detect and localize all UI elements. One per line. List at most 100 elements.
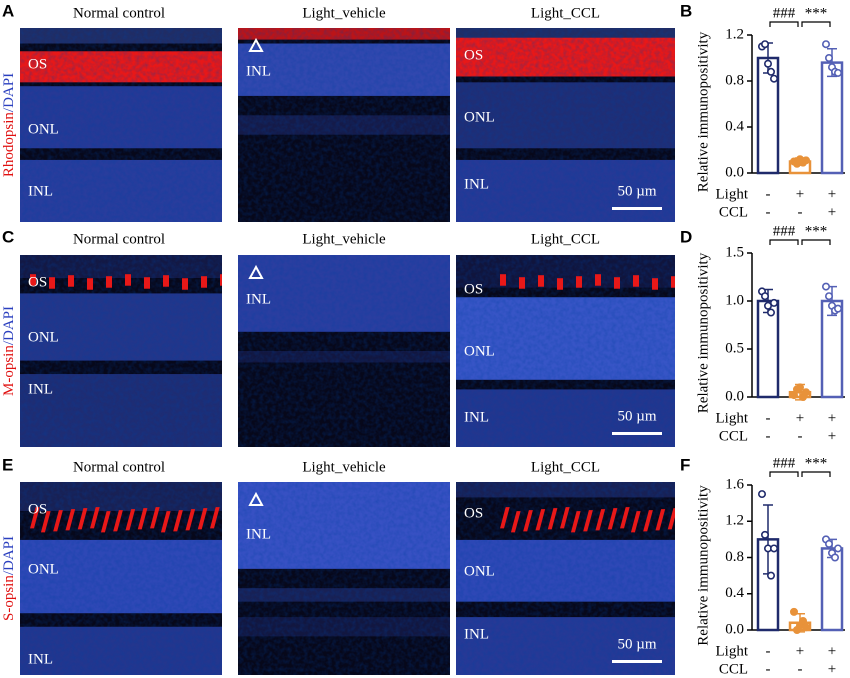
stain-name: M-opsin bbox=[1, 345, 17, 396]
row-sign: - bbox=[766, 643, 771, 659]
cone bbox=[607, 508, 618, 530]
y-tick-label: 1.0 bbox=[725, 292, 744, 308]
cone bbox=[557, 278, 563, 290]
cone bbox=[210, 507, 220, 529]
cone bbox=[576, 276, 582, 288]
layer-label: INL bbox=[28, 651, 53, 667]
layer-label: OS bbox=[464, 47, 483, 63]
cone bbox=[630, 511, 641, 533]
data-point bbox=[757, 490, 766, 499]
cone bbox=[182, 278, 188, 290]
image bbox=[238, 28, 450, 222]
scale-bar bbox=[612, 660, 662, 663]
cone bbox=[652, 278, 658, 290]
data-point bbox=[760, 40, 769, 49]
y-tick-label: 0.5 bbox=[725, 340, 744, 356]
data-point bbox=[821, 282, 830, 291]
stain-label: Rhodopsin/DAPI bbox=[1, 73, 17, 177]
y-tick-label: 0.4 bbox=[725, 118, 744, 134]
cone bbox=[113, 510, 123, 532]
row-label: CCL bbox=[719, 204, 748, 220]
data-point bbox=[795, 383, 804, 392]
panel-letter: C bbox=[2, 227, 14, 246]
layer-label: INL bbox=[464, 626, 489, 642]
cone bbox=[560, 507, 570, 529]
image bbox=[20, 482, 222, 675]
cone bbox=[40, 511, 51, 533]
scale-bar bbox=[612, 432, 662, 435]
layer-label: ONL bbox=[464, 343, 495, 359]
row-sign: - bbox=[798, 428, 803, 444]
y-tick-label: 1.2 bbox=[725, 26, 744, 42]
image bbox=[456, 255, 675, 447]
data-point bbox=[769, 74, 778, 83]
significance-label: *** bbox=[805, 5, 828, 21]
cone bbox=[53, 510, 63, 532]
row-sign: + bbox=[796, 410, 804, 426]
panel-title: Light_vehicle bbox=[302, 231, 386, 247]
y-tick-label: 1.2 bbox=[725, 513, 744, 529]
data-point bbox=[798, 616, 807, 625]
cone bbox=[163, 275, 169, 287]
micrograph bbox=[456, 482, 675, 675]
cone bbox=[90, 507, 100, 529]
row-sign: - bbox=[798, 661, 803, 677]
layer-label: OS bbox=[464, 281, 483, 297]
cone bbox=[201, 276, 207, 288]
texture bbox=[456, 255, 675, 447]
significance-label: *** bbox=[805, 223, 828, 239]
row-sign: - bbox=[766, 410, 771, 426]
data-point bbox=[833, 68, 842, 77]
panel-letter: E bbox=[2, 455, 13, 474]
micrograph bbox=[20, 482, 222, 675]
bar bbox=[820, 547, 844, 632]
scale-bar bbox=[612, 207, 662, 210]
significance-label: ### bbox=[773, 5, 796, 21]
layer-label: INL bbox=[246, 291, 271, 307]
arrowhead-marker bbox=[248, 264, 264, 279]
stain-name: Rhodopsin bbox=[1, 112, 17, 178]
cone bbox=[125, 274, 131, 286]
scale-label: 50 µm bbox=[617, 408, 656, 424]
cone bbox=[49, 277, 55, 289]
data-point bbox=[763, 301, 772, 310]
significance-label: *** bbox=[805, 455, 828, 471]
image bbox=[238, 482, 450, 675]
row-label: Light bbox=[716, 410, 749, 426]
panel-title: Normal control bbox=[73, 5, 165, 21]
row-sign: - bbox=[766, 186, 771, 202]
data-point bbox=[766, 308, 775, 317]
y-tick-label: 0.0 bbox=[725, 621, 744, 637]
stain-name: S-opsin bbox=[1, 575, 17, 621]
significance-label: ### bbox=[773, 455, 796, 471]
data-point bbox=[830, 553, 839, 562]
cone bbox=[570, 511, 581, 533]
row-sign: + bbox=[828, 661, 836, 677]
layer-label: INL bbox=[28, 381, 53, 397]
data-point bbox=[769, 298, 778, 307]
cone bbox=[519, 277, 525, 289]
row-label: Light bbox=[716, 186, 749, 202]
cone bbox=[160, 511, 171, 533]
panel-letter: A bbox=[2, 1, 14, 20]
cone bbox=[173, 510, 183, 532]
texture bbox=[20, 28, 222, 222]
y-tick-label: 0.0 bbox=[725, 388, 744, 404]
y-tick-label: 0.4 bbox=[725, 585, 744, 601]
data-point bbox=[801, 388, 810, 397]
data-point bbox=[801, 623, 810, 632]
cone bbox=[144, 277, 150, 289]
micrograph bbox=[456, 28, 675, 222]
cone bbox=[595, 509, 606, 531]
panel-letter: D bbox=[680, 227, 692, 246]
row-sign: + bbox=[796, 186, 804, 202]
data-point bbox=[824, 539, 833, 548]
row-sign: + bbox=[828, 643, 836, 659]
cone bbox=[633, 275, 639, 287]
significance-bracket bbox=[769, 21, 799, 27]
y-tick-label: 0.8 bbox=[725, 549, 744, 565]
significance-bracket bbox=[769, 239, 799, 245]
layer-label: ONL bbox=[464, 563, 495, 579]
row-sign: + bbox=[828, 428, 836, 444]
